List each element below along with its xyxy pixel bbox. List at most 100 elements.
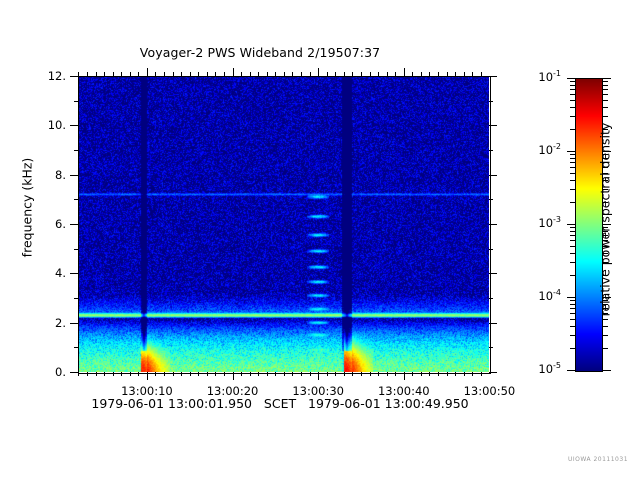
- x-minor-tick-top: [378, 72, 379, 76]
- x-minor-tick: [327, 372, 328, 376]
- x-axis-caption: 1979-06-01 13:00:01.950 SCET 1979-06-01 …: [91, 396, 469, 411]
- x-minor-tick: [370, 372, 371, 376]
- colorbar-minor-tick: [570, 89, 575, 90]
- x-minor-tick-top: [344, 72, 345, 76]
- x-minor-tick: [96, 372, 97, 376]
- colorbar-gradient: [576, 79, 602, 371]
- page-title: Voyager-2 PWS Wideband 2/19507:37: [139, 45, 381, 60]
- colorbar-minor-tick-right: [603, 240, 608, 241]
- x-minor-tick-top: [181, 72, 182, 76]
- x-minor-tick: [455, 372, 456, 376]
- y-minor-tick: [74, 298, 78, 299]
- x-minor-tick: [301, 372, 302, 376]
- colorbar-title: relative power spectral density: [597, 122, 613, 317]
- x-minor-tick: [224, 372, 225, 376]
- spectrogram-image: [78, 76, 489, 372]
- colorbar-tick-label: 10-2: [538, 142, 561, 157]
- colorbar-minor-tick: [570, 116, 575, 117]
- x-minor-tick: [241, 372, 242, 376]
- x-minor-tick-top: [292, 72, 293, 76]
- x-minor-tick: [412, 372, 413, 376]
- x-minor-tick: [438, 372, 439, 376]
- x-minor-tick: [121, 372, 122, 376]
- x-minor-tick: [395, 372, 396, 376]
- x-tick-label: 13:00:30: [292, 384, 344, 398]
- x-minor-tick: [310, 372, 311, 376]
- colorbar-minor-tick: [570, 85, 575, 86]
- x-minor-tick-top: [267, 72, 268, 76]
- y-major-tick: [70, 224, 78, 225]
- x-major-tick-top: [318, 68, 319, 76]
- colorbar-minor-tick-right: [603, 167, 608, 168]
- x-minor-tick: [464, 372, 465, 376]
- x-minor-tick: [429, 372, 430, 376]
- x-major-tick: [318, 372, 319, 380]
- y-major-tick-right: [489, 372, 497, 373]
- x-minor-tick-top: [327, 72, 328, 76]
- x-minor-tick: [472, 372, 473, 376]
- colorbar-minor-tick: [570, 154, 575, 155]
- x-minor-tick: [104, 372, 105, 376]
- x-minor-tick: [155, 372, 156, 376]
- colorbar-minor-tick-right: [603, 231, 608, 232]
- y-minor-tick: [74, 101, 78, 102]
- colorbar-major-tick: [567, 370, 575, 371]
- x-minor-tick: [113, 372, 114, 376]
- colorbar[interactable]: [575, 78, 603, 372]
- x-minor-tick-top: [164, 72, 165, 76]
- y-minor-tick: [74, 150, 78, 151]
- x-minor-tick-top: [258, 72, 259, 76]
- x-minor-tick-top: [455, 72, 456, 76]
- colorbar-minor-tick-right: [603, 308, 608, 309]
- x-minor-tick-top: [421, 72, 422, 76]
- x-minor-tick: [421, 372, 422, 376]
- y-major-tick-right: [489, 175, 497, 176]
- x-minor-tick: [387, 372, 388, 376]
- colorbar-minor-tick: [570, 308, 575, 309]
- x-minor-tick-top: [121, 72, 122, 76]
- colorbar-minor-tick-right: [603, 335, 608, 336]
- y-minor-tick-right: [489, 101, 493, 102]
- y-major-tick-right: [489, 224, 497, 225]
- colorbar-minor-tick-right: [603, 348, 608, 349]
- x-minor-tick: [190, 372, 191, 376]
- colorbar-minor-tick: [570, 189, 575, 190]
- x-minor-tick-top: [395, 72, 396, 76]
- colorbar-minor-tick-right: [603, 89, 608, 90]
- y-minor-tick-right: [489, 298, 493, 299]
- x-minor-tick-top: [130, 72, 131, 76]
- x-minor-tick-top: [78, 72, 79, 76]
- colorbar-minor-tick: [570, 253, 575, 254]
- x-major-tick: [147, 372, 148, 380]
- x-minor-tick-top: [198, 72, 199, 76]
- colorbar-minor-tick: [570, 202, 575, 203]
- colorbar-minor-tick: [570, 335, 575, 336]
- y-tick-label: 10.: [47, 118, 66, 133]
- colorbar-minor-tick-right: [603, 326, 608, 327]
- x-minor-tick-top: [96, 72, 97, 76]
- colorbar-minor-tick: [570, 348, 575, 349]
- colorbar-minor-tick: [570, 300, 575, 301]
- x-major-tick-top: [404, 68, 405, 76]
- x-tick-label: 13:00:20: [206, 384, 259, 398]
- colorbar-minor-tick-right: [603, 116, 608, 117]
- x-minor-tick-top: [113, 72, 114, 76]
- x-minor-tick-top: [370, 72, 371, 76]
- x-minor-tick-top: [250, 72, 251, 76]
- spectrogram-plot-area[interactable]: [78, 76, 489, 372]
- x-minor-tick: [447, 372, 448, 376]
- x-minor-tick-top: [138, 72, 139, 76]
- x-minor-tick: [173, 372, 174, 376]
- x-minor-tick-top: [207, 72, 208, 76]
- colorbar-minor-tick: [570, 107, 575, 108]
- x-minor-tick: [78, 372, 79, 376]
- x-minor-tick-top: [173, 72, 174, 76]
- colorbar-tick-label: 10-5: [538, 361, 561, 376]
- colorbar-minor-tick-right: [603, 158, 608, 159]
- colorbar-minor-tick-right: [603, 235, 608, 236]
- colorbar-minor-tick-right: [603, 81, 608, 82]
- x-minor-tick-top: [190, 72, 191, 76]
- x-minor-tick-top: [155, 72, 156, 76]
- colorbar-minor-tick-right: [603, 94, 608, 95]
- y-major-tick: [70, 273, 78, 274]
